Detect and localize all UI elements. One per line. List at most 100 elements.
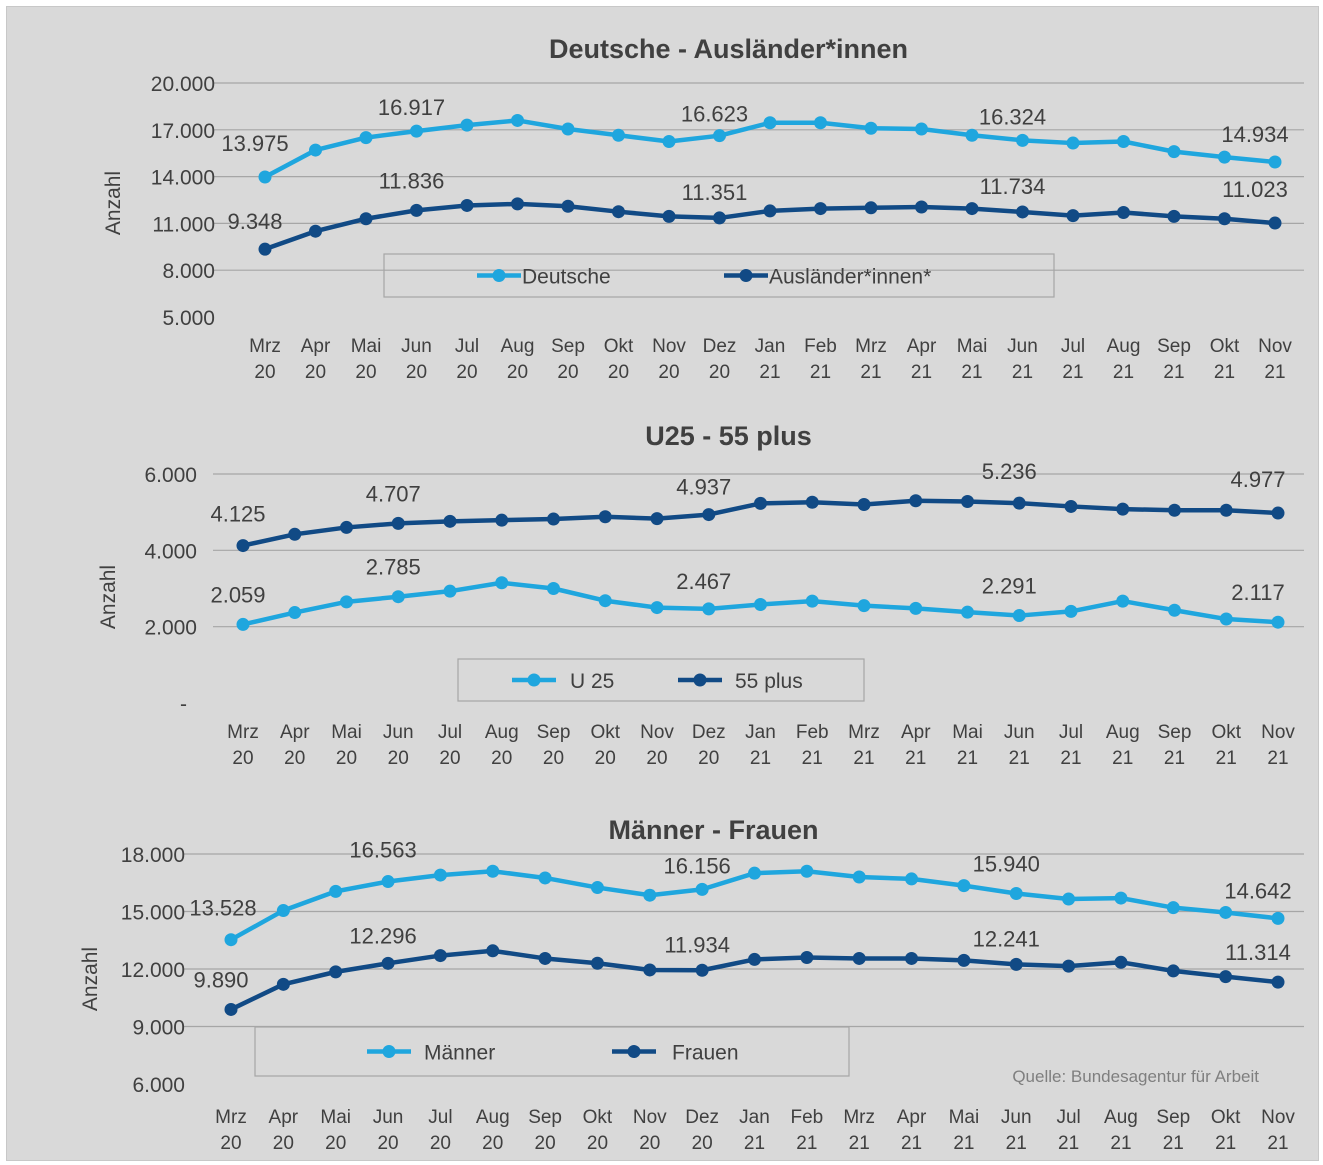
data-point <box>237 539 250 552</box>
data-point <box>1114 956 1127 969</box>
data-point <box>957 954 970 967</box>
data-point <box>643 963 656 976</box>
x-tick-label: Jun 21 <box>1001 1107 1032 1154</box>
legend-marker <box>383 1045 396 1058</box>
chart-panel-1: Deutsche - Ausländer*innen 5.000 8.000 11.0… <box>102 34 1304 383</box>
y-tick-label: 15.000 <box>121 902 185 925</box>
data-label: 16.156 <box>664 853 731 878</box>
data-point <box>1220 613 1233 626</box>
legend-label: Männer <box>424 1042 495 1065</box>
data-label: 4.937 <box>676 475 731 500</box>
data-point <box>858 498 871 511</box>
data-point <box>410 204 423 217</box>
x-tick-label: Jan 21 <box>755 336 786 383</box>
y-tick-label: 14.000 <box>151 167 215 190</box>
data-label: 16.563 <box>349 838 416 863</box>
x-tick-label: Jul 21 <box>1061 336 1085 383</box>
legend-marker <box>493 269 506 282</box>
x-tick-label: Jun 21 <box>1007 336 1038 383</box>
x-tick-label: Okt 20 <box>590 722 620 769</box>
x-tick-label: Jul 21 <box>1056 1107 1080 1154</box>
data-point <box>392 517 405 530</box>
y-tick-label: 6.000 <box>132 1074 185 1097</box>
data-point <box>511 114 524 127</box>
data-point <box>360 212 373 225</box>
data-point <box>713 129 726 142</box>
x-tick-label: Nov 20 <box>652 336 686 383</box>
data-point <box>288 528 301 541</box>
data-point <box>1114 892 1127 905</box>
x-tick-label: Mai 20 <box>351 336 382 383</box>
data-point <box>1168 604 1181 617</box>
legend-marker <box>694 674 707 687</box>
data-point <box>444 515 457 528</box>
data-label: 11.314 <box>1225 940 1291 965</box>
x-tick-label: Apr 20 <box>301 336 331 383</box>
data-point <box>277 904 290 917</box>
x-tick-label: Aug 21 <box>1104 1107 1138 1154</box>
data-point <box>643 889 656 902</box>
data-point <box>1016 205 1029 218</box>
data-point <box>966 129 979 142</box>
y-tick-label: 4.000 <box>144 540 197 563</box>
data-point <box>764 204 777 217</box>
data-label: 9.348 <box>227 209 282 234</box>
data-point <box>858 599 871 612</box>
y-tick-label: 9.000 <box>132 1017 185 1040</box>
data-point <box>309 225 322 238</box>
data-point <box>909 494 922 507</box>
legend-marker <box>740 269 753 282</box>
x-tick-label: Aug 20 <box>485 722 519 769</box>
data-point <box>511 197 524 210</box>
y-tick-label: 20.000 <box>151 73 215 96</box>
data-point <box>1269 156 1282 169</box>
x-tick-label: Jun 20 <box>401 336 432 383</box>
data-point <box>1218 151 1231 164</box>
x-tick-label: Mrz 21 <box>855 336 887 383</box>
x-tick-label: Apr 21 <box>901 722 931 769</box>
chart-panel-2: U25 - 55 plus-2.0004.0006.000AnzahlMrz 20… <box>97 421 1304 769</box>
x-tick-label: Mrz 21 <box>848 722 880 769</box>
x-tick-label: Feb 21 <box>804 336 837 383</box>
data-label: 2.785 <box>366 555 421 580</box>
data-label: 13.528 <box>189 896 256 921</box>
data-point <box>702 602 715 615</box>
data-point <box>905 872 918 885</box>
data-point <box>1062 893 1075 906</box>
data-label: 11.934 <box>664 932 730 957</box>
x-tick-label: Mrz 20 <box>227 722 259 769</box>
data-point <box>434 869 447 882</box>
data-point <box>865 122 878 135</box>
data-point <box>957 879 970 892</box>
data-label: 12.241 <box>973 926 1040 951</box>
data-point <box>591 881 604 894</box>
x-tick-label: Apr 21 <box>897 1107 927 1154</box>
data-point <box>1117 206 1130 219</box>
data-label: 5.236 <box>982 459 1037 484</box>
data-point <box>651 512 664 525</box>
x-tick-label: Okt 21 <box>1211 1107 1241 1154</box>
data-label: 9.890 <box>193 967 248 992</box>
y-tick-label: 12.000 <box>121 959 185 982</box>
x-tick-label: Jun 20 <box>383 722 414 769</box>
data-point <box>961 495 974 508</box>
y-tick-label: 8.000 <box>162 260 215 283</box>
data-point <box>1219 906 1232 919</box>
chart-title: Männer - Frauen <box>608 815 818 845</box>
x-tick-label: Mai 21 <box>949 1107 980 1154</box>
data-point <box>1167 901 1180 914</box>
y-tick-label: - <box>180 693 187 716</box>
data-label: 4.707 <box>366 481 421 506</box>
data-point <box>814 116 827 129</box>
data-point <box>865 201 878 214</box>
data-point <box>225 933 238 946</box>
chart-panel-3: Männer - Frauen 6.000 9.000 12.000 15.000 18.… <box>79 815 1304 1154</box>
x-tick-label: Jul 20 <box>455 336 479 383</box>
x-tick-label: Nov 21 <box>1261 1107 1295 1154</box>
data-point <box>259 170 272 183</box>
x-tick-label: Nov 20 <box>633 1107 667 1154</box>
data-point <box>329 965 342 978</box>
data-point <box>853 871 866 884</box>
x-tick-label: Aug 20 <box>501 336 535 383</box>
data-point <box>1168 504 1181 517</box>
